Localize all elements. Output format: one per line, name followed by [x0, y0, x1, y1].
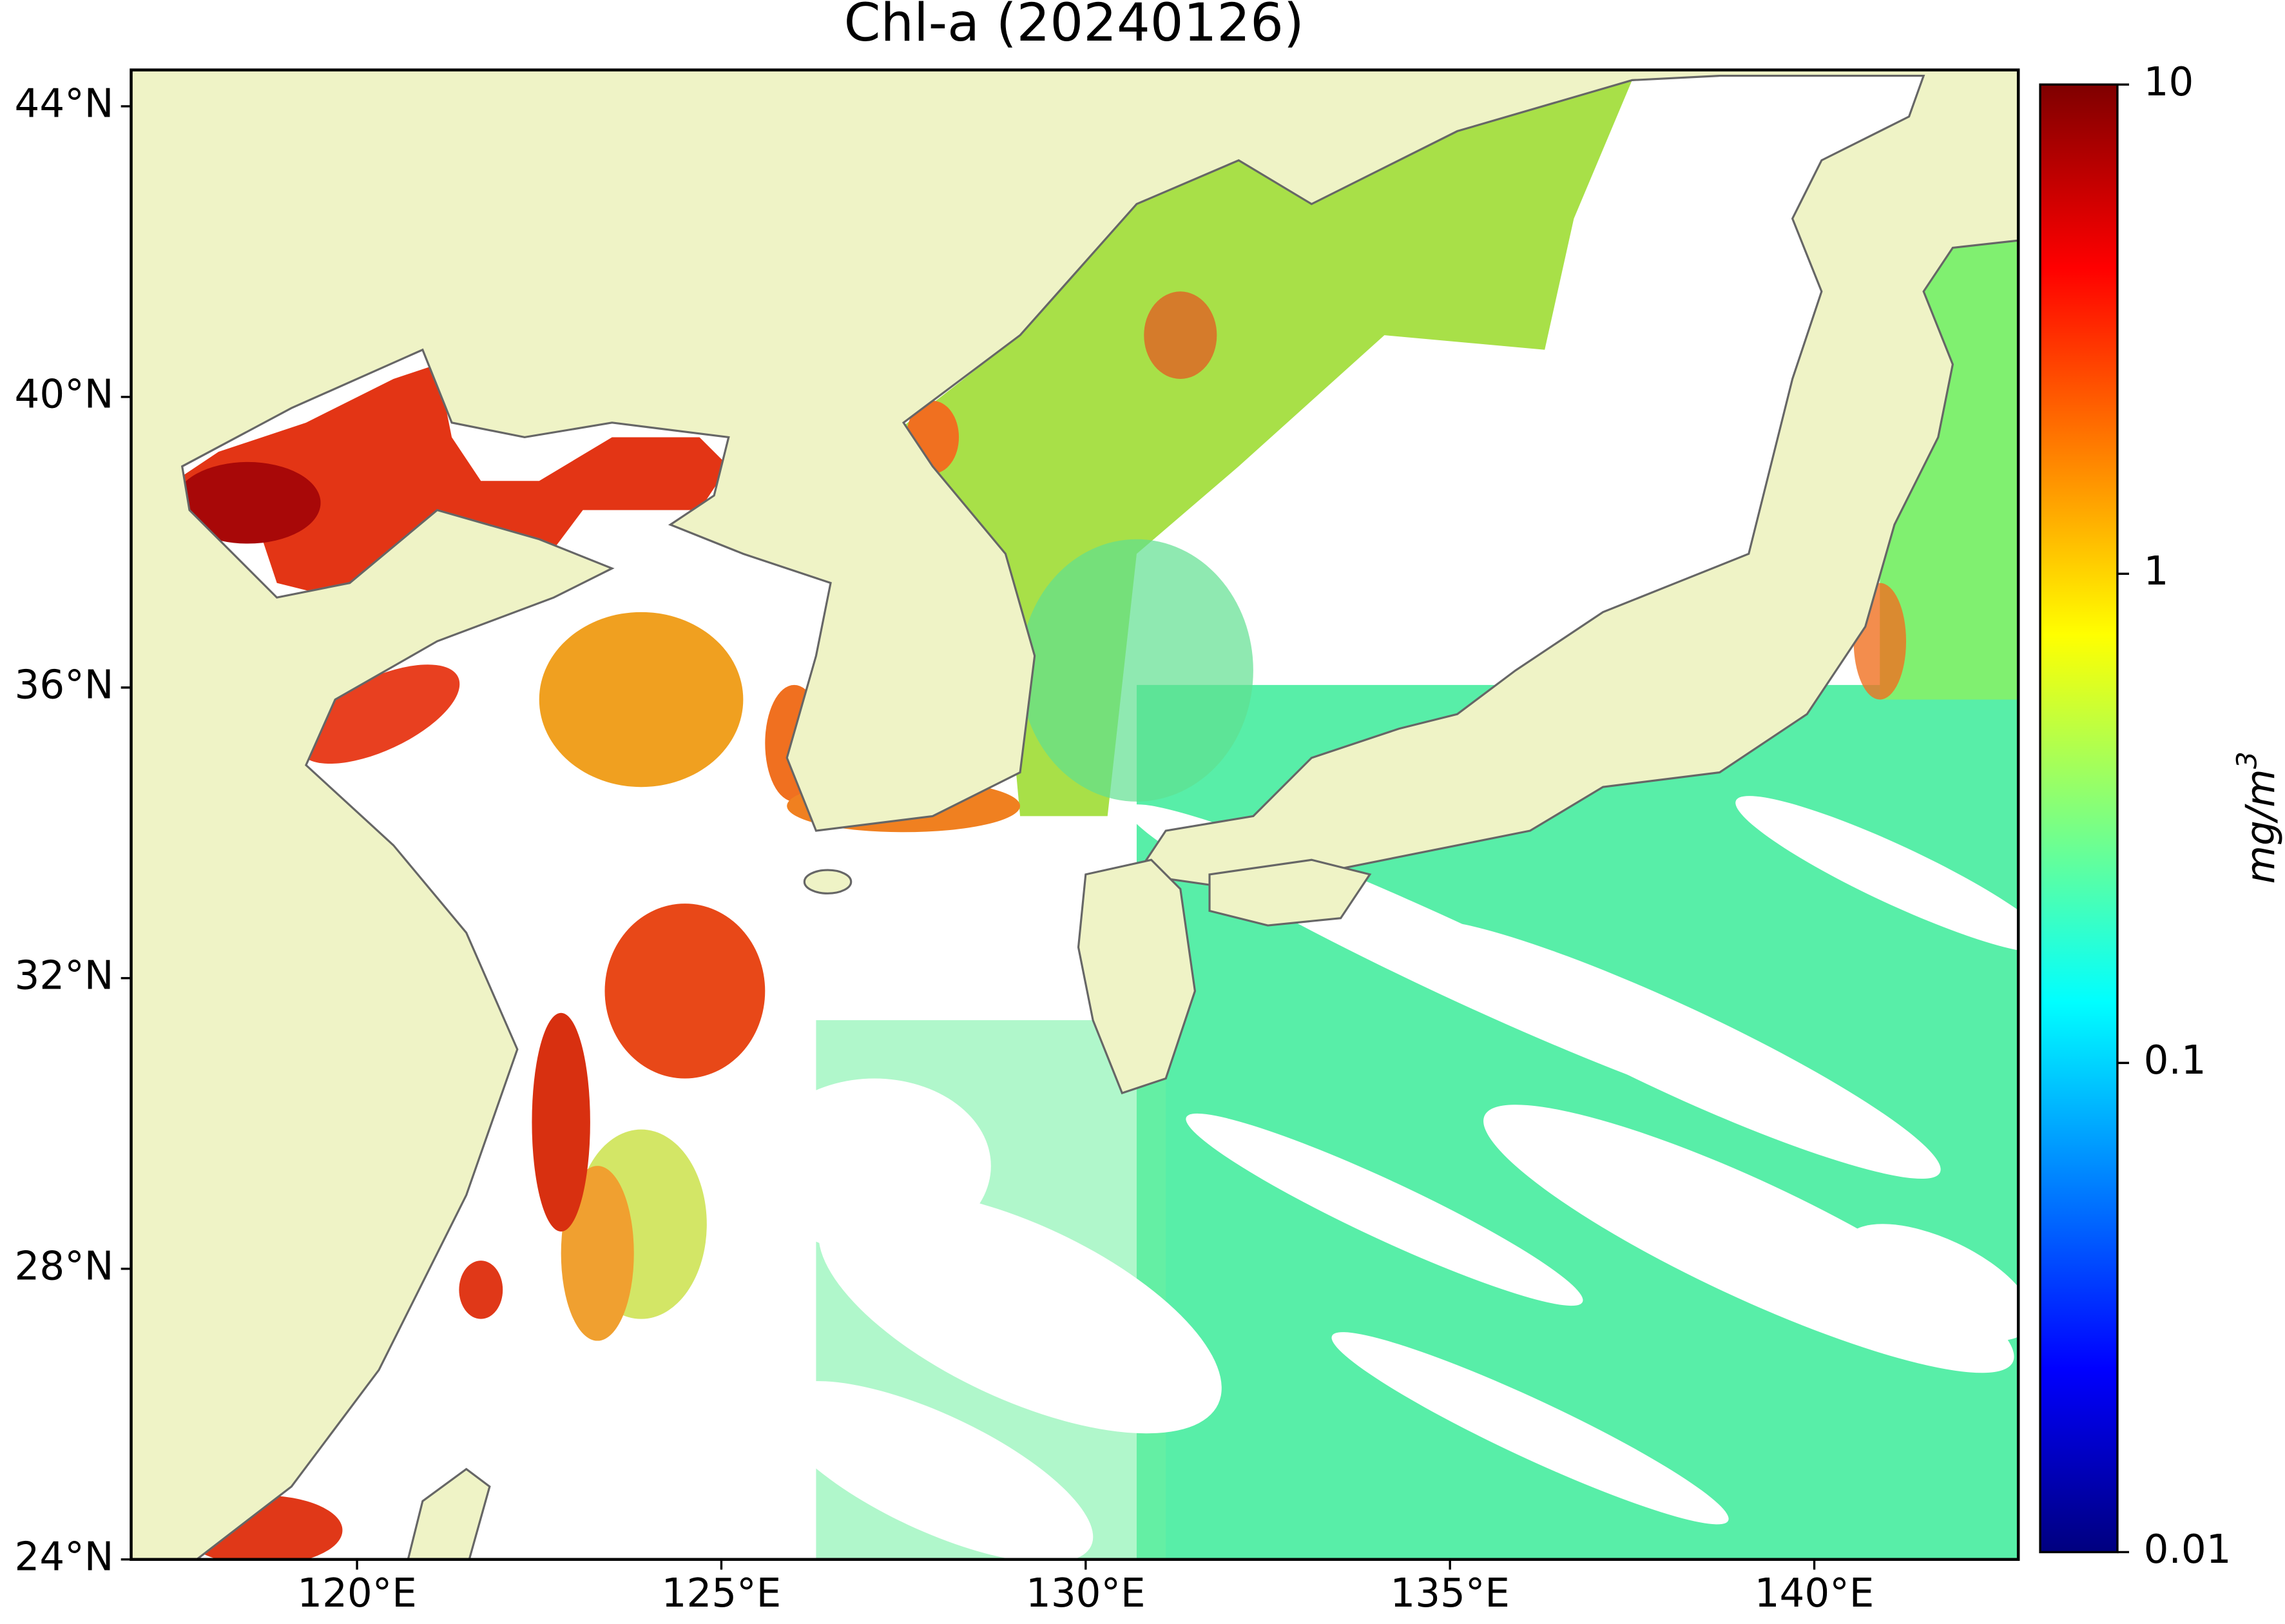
- yellow-sea-west: [298, 664, 460, 764]
- bohai-bloom: [182, 364, 729, 598]
- x-tick-label: 135°E: [1390, 1571, 1510, 1616]
- colorbar: [2039, 83, 2119, 1554]
- x-tick-label: 140°E: [1755, 1571, 1875, 1616]
- japan-sea-south: [1020, 539, 1253, 802]
- x-tick-label: 120°E: [297, 1571, 417, 1616]
- plot: Chl-a (20240126): [15, 0, 2284, 1616]
- colorbar-label: mg/m3: [2231, 751, 2284, 884]
- axes: 120°E 125°E 130°E 135°E 140°E 24°N 28°N 32°N 36°…: [15, 81, 1875, 1616]
- x-tick-label: 130°E: [1026, 1571, 1146, 1616]
- colorbar-tick-label: 0.01: [2144, 1527, 2232, 1572]
- y-tick-label: 32°N: [15, 952, 114, 998]
- x-tick-label: 125°E: [662, 1571, 782, 1616]
- colorbar-tick-label: 10: [2144, 59, 2194, 105]
- y-tick-label: 36°N: [15, 662, 114, 708]
- colorbar-tick-label: 0.1: [2144, 1038, 2206, 1083]
- coastal-bloom: [1144, 291, 1217, 379]
- y-tick-label: 28°N: [15, 1243, 114, 1289]
- y-tick-label: 44°N: [15, 81, 114, 127]
- y-tick-label: 40°N: [15, 371, 114, 417]
- yellow-sea-bloom: [539, 612, 744, 788]
- colorbar-label-text: mg/m: [2238, 769, 2284, 884]
- title: Chl-a (20240126): [844, 0, 1304, 53]
- zhejiang-south: [561, 1166, 634, 1341]
- y-tick-label: 24°N: [15, 1534, 114, 1580]
- map-area: [131, 70, 2019, 1560]
- coastal-bloom: [459, 1261, 503, 1319]
- zhejiang-bloom: [532, 1012, 590, 1232]
- colorbar-tick-label: 1: [2144, 548, 2169, 594]
- bohai-core: [182, 461, 321, 544]
- axes-frame: [130, 68, 2020, 1561]
- islands: [407, 858, 1372, 1560]
- ecs-bloom: [604, 904, 766, 1079]
- colorbar-label-superscript: 3: [2231, 751, 2263, 769]
